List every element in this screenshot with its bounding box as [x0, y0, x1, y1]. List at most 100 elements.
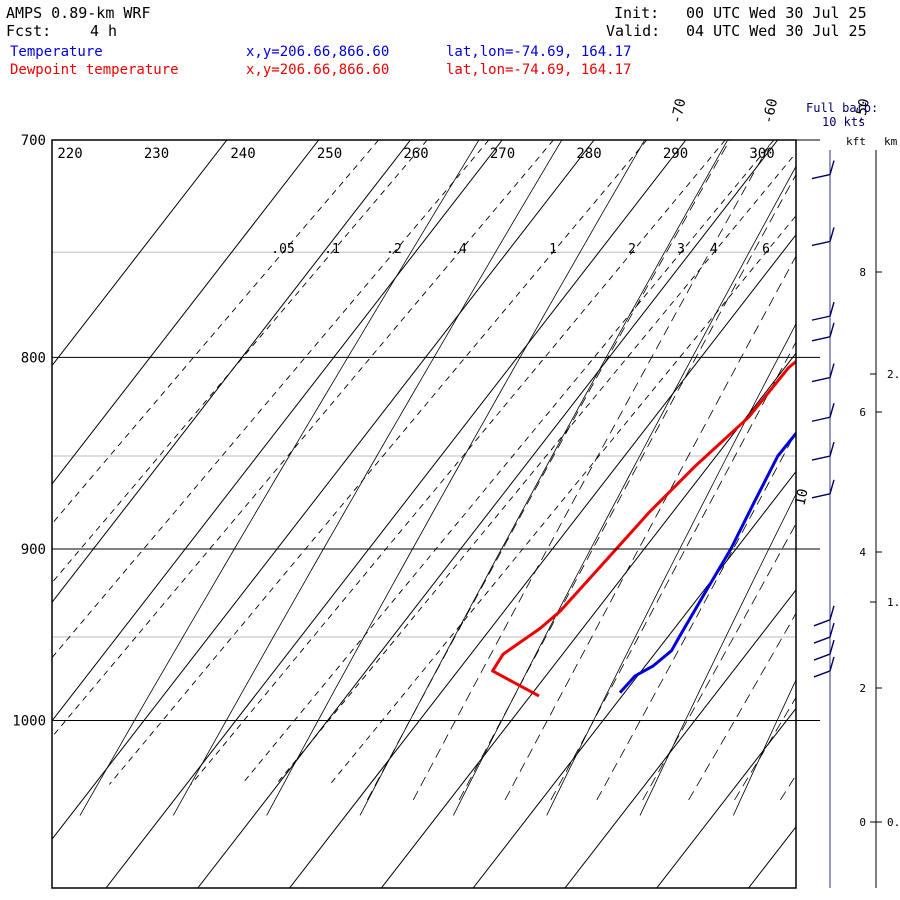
- kft-axis-label: kft: [846, 135, 866, 148]
- isotherm-line: [472, 470, 796, 888]
- wind-barb-staff: [813, 653, 831, 661]
- wind-barb-flag: [829, 322, 835, 338]
- dry-adiabat-line: [79, 140, 480, 816]
- wind-barb: [811, 227, 835, 247]
- wind-barb-flag: [829, 160, 835, 175]
- isotherm-tick-label: 10: [793, 487, 812, 507]
- mixing-ratio-label: .2: [386, 242, 402, 257]
- isotherm-line: [52, 140, 503, 722]
- isotherm-line: [840, 140, 900, 888]
- wind-barb-staff: [811, 493, 831, 499]
- moist-adiabat-line: [366, 140, 731, 801]
- km-tick-label: 1.: [887, 596, 900, 609]
- dry-adiabat-line: [359, 140, 729, 816]
- moist-adiabat-line: [596, 431, 796, 801]
- km-tick-label: 2.: [887, 368, 900, 381]
- legend-temperature-xy: x,y=206.66,866.60: [246, 44, 390, 60]
- model-title: AMPS 0.89-km WRF: [6, 4, 151, 22]
- wind-barb: [811, 160, 835, 180]
- wind-barb-flag: [829, 227, 835, 242]
- isotherm-line: [656, 707, 796, 888]
- dry-adiabat-label: 290: [663, 146, 688, 162]
- dry-adiabat-label: 300: [749, 146, 774, 162]
- km-tick-label: 0.: [887, 816, 900, 829]
- wind-barb-flag: [829, 301, 835, 317]
- wind-barb-staff: [811, 173, 831, 180]
- dry-adiabat-label: 270: [490, 146, 515, 162]
- mixing-ratio-line: [241, 140, 775, 785]
- kft-tick-label: 8: [859, 266, 866, 279]
- moist-adiabat-line: [734, 696, 796, 801]
- dry-adiabat-label: 240: [230, 146, 255, 162]
- wind-barb-staff: [813, 670, 831, 678]
- init-time: 00 UTC Wed 30 Jul 25: [686, 4, 867, 22]
- isotherm-line: [289, 233, 796, 888]
- wind-barb: [811, 322, 835, 342]
- legend-dewpoint-latlon: lat,lon=-74.69, 164.17: [446, 62, 632, 78]
- wind-barb-staff: [811, 315, 831, 321]
- isotherm-tick-label: -70: [669, 97, 690, 125]
- mixing-ratio-label: 3: [677, 242, 685, 257]
- wind-barb-flag: [829, 363, 835, 378]
- kft-tick-label: 4: [859, 546, 866, 559]
- moist-adiabat-line: [504, 255, 796, 801]
- dry-adiabat-line: [733, 678, 796, 816]
- mixing-ratio-line: [52, 140, 554, 738]
- wind-barb-staff: [811, 376, 831, 383]
- mixing-ratio-label: 1: [549, 242, 557, 257]
- dry-adiabat-label: 280: [576, 146, 601, 162]
- mixing-ratio-label: .05: [271, 242, 294, 257]
- wind-barb-flag: [829, 622, 835, 638]
- legend-temperature-name: Temperature: [10, 44, 103, 60]
- wind-barb: [813, 605, 835, 627]
- wind-barb-staff: [811, 336, 831, 342]
- dry-adiabat-label: 250: [317, 146, 342, 162]
- wind-barb-staff: [813, 619, 831, 627]
- moist-adiabat-line: [412, 140, 773, 801]
- mixing-ratio-label: 6: [762, 242, 770, 257]
- barb-key-line1: Full barb:: [806, 101, 878, 115]
- isotherm-tick-label: -60: [760, 97, 781, 125]
- forecast-hours: 4 h: [90, 22, 118, 40]
- dry-adiabat-label: 220: [57, 146, 82, 162]
- legend-dewpoint-name: Dewpoint temperature: [10, 62, 179, 78]
- mixing-ratio-label: 4: [710, 242, 718, 257]
- moist-adiabat-line: [458, 173, 796, 801]
- wind-barb: [813, 656, 835, 678]
- wind-barb-flag: [829, 479, 835, 495]
- wind-barb-staff: [813, 636, 831, 644]
- mixing-ratio-label: 2: [628, 242, 636, 257]
- wind-barb: [813, 622, 835, 644]
- dry-adiabat-line: [546, 322, 796, 816]
- valid-time: 04 UTC Wed 30 Jul 25: [686, 22, 867, 40]
- isotherm-line: [52, 140, 320, 485]
- isotherm-line: [564, 589, 796, 888]
- wind-barb-flag: [829, 656, 835, 672]
- dry-adiabat-label: 260: [403, 146, 428, 162]
- isotherm-line: [52, 140, 595, 840]
- wind-barb: [811, 301, 835, 321]
- legend-temperature-latlon: lat,lon=-74.69, 164.17: [446, 44, 632, 60]
- wind-barb-flag: [829, 605, 835, 621]
- forecast-label: Fcst:: [6, 22, 52, 40]
- pressure-tick-label: 900: [21, 542, 46, 558]
- moist-adiabat-line: [550, 341, 796, 801]
- isotherm-tick-label: -50: [852, 97, 873, 125]
- temperature-profile-line: [618, 431, 796, 694]
- wind-barb: [811, 363, 835, 383]
- kft-tick-label: 0: [859, 816, 866, 829]
- kft-tick-label: 6: [859, 406, 866, 419]
- km-axis-label: km: [884, 135, 898, 148]
- dry-adiabat-label: 230: [144, 146, 169, 162]
- mixing-ratio-line: [109, 140, 648, 785]
- barb-key-line2: 10 kts: [822, 115, 865, 129]
- dewpoint-profile-line: [491, 359, 796, 698]
- dry-adiabat-line: [266, 140, 646, 816]
- isotherm-line: [380, 352, 796, 888]
- wind-barb-flag: [829, 403, 835, 418]
- valid-label: Valid:: [606, 22, 661, 40]
- init-label: Init:: [614, 4, 660, 22]
- wind-barb-staff: [811, 416, 831, 422]
- wind-barb: [813, 639, 835, 661]
- pressure-tick-label: 700: [21, 133, 46, 149]
